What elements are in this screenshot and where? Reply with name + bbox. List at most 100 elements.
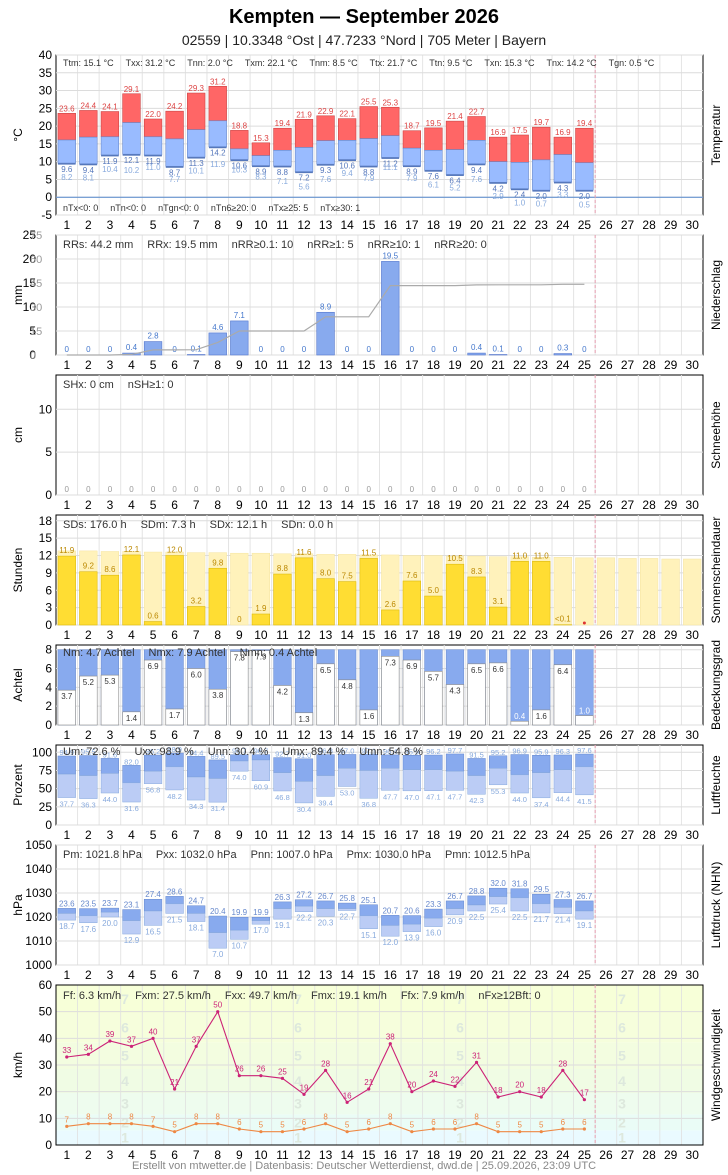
luftdruck-x-tick-label: 2	[85, 968, 92, 982]
temperatur-tmax-bar	[251, 142, 271, 156]
luftdruck-min-label: 12.0	[382, 938, 398, 947]
niederschlag-value-label: 0	[431, 345, 436, 354]
temperatur-tmax-label: 21.4	[447, 112, 463, 121]
luftfeuchte-upper-bar	[553, 754, 572, 770]
wind-gust-label: 22	[451, 1075, 460, 1084]
sonnenschein-x-tick-label: 5	[150, 628, 157, 642]
temperatur-tmin-mark	[467, 163, 486, 166]
luftdruck-lower-bar	[553, 907, 572, 914]
bedeckung-clear-bar	[488, 662, 508, 726]
sonnenschein-x-tick-label: 26	[599, 628, 613, 642]
luftfeuchte-max-label: 97.1	[361, 746, 376, 755]
luftfeuchte-lower-bar	[187, 776, 206, 801]
bedeckung-clear-bar	[57, 689, 76, 726]
schneehoehe-value-label: 0	[108, 485, 113, 494]
temperatur-stat-label: Txn: 15.3 °C	[484, 58, 535, 68]
luftfeuchte-stat-label: Umx: 89.4 %	[282, 746, 345, 758]
luftdruck-max-label: 26.7	[577, 892, 593, 901]
temperatur-tground-label: 9.4	[342, 169, 354, 178]
luftdruck-max-label: 28.6	[167, 887, 183, 896]
luftdruck-upper-bar	[553, 899, 572, 908]
sonnenschein-x-tick-label: 2	[85, 628, 92, 642]
luftfeuchte-min-label: 60.9	[254, 783, 269, 792]
luftfeuchte-x-tick-label: 25	[578, 828, 592, 842]
luftfeuchte-x-tick-label: 30	[686, 828, 700, 842]
luftdruck-min-label: 20.0	[102, 919, 118, 928]
bedeckung-x-tick-label: 2	[85, 728, 92, 742]
schneehoehe-value-label: 0	[431, 485, 436, 494]
luftfeuchte-upper-bar	[467, 758, 486, 776]
wind-gust-label: 33	[62, 1046, 71, 1055]
temperatur-tmin-label: 9.3	[320, 166, 332, 175]
wind-mean-label: 6	[431, 1118, 436, 1127]
luftfeuchte-upper-bar	[424, 754, 443, 770]
luftfeuchte-max-label: 96.2	[426, 747, 441, 756]
luftfeuchte-max-label: 97.7	[448, 746, 463, 755]
sonnenschein-x-tick-label: 20	[470, 628, 484, 642]
bedeckung-clear-bar	[79, 675, 98, 726]
wind-mean-label: 6	[453, 1118, 458, 1127]
luftdruck-lower-bar	[381, 925, 400, 937]
luftfeuchte-min-label: 74.0	[232, 773, 247, 782]
niederschlag-y-tick-label: 5	[29, 324, 36, 338]
wind-gust-point	[86, 1052, 90, 1056]
luftdruck-max-label: 27.2	[296, 891, 312, 900]
temperatur-tground-label: 10.2	[124, 166, 140, 175]
luftfeuchte-max-label: 95.9	[534, 747, 549, 756]
luftdruck-max-label: 26.7	[447, 892, 463, 901]
temperatur-stat-label: Ttn: 9.5 °C	[429, 58, 473, 68]
luftfeuchte-lower-bar	[381, 768, 400, 791]
temperatur-tmin-mark	[79, 163, 98, 166]
temperatur-stat-label: nTx≥25: 5	[268, 203, 308, 213]
luftdruck-min-label: 22.5	[512, 913, 528, 922]
temperatur-tmin-bar	[122, 122, 141, 155]
wind-gust-label: 40	[149, 1027, 158, 1036]
niederschlag-value-label: 0.4	[126, 343, 138, 352]
temperatur-tground-label: 5.6	[298, 182, 310, 191]
luftdruck-min-label: 22.7	[339, 913, 355, 922]
sonnenschein-x-tick-label: 22	[513, 628, 527, 642]
niederschlag-value-label: 0	[259, 345, 264, 354]
temperatur-stat-label: Txm: 22.1 °C	[245, 58, 298, 68]
luftfeuchte-upper-bar	[510, 754, 529, 776]
temperatur-tmax-label: 25.5	[361, 98, 377, 107]
wind-gust-label: 37	[127, 1035, 136, 1044]
luftfeuchte-stat-label: Unn: 30.4 %	[208, 746, 269, 758]
bedeckung-clear-bar	[575, 715, 594, 726]
wind-x-tick-label: 7	[193, 1148, 200, 1162]
wind-gust-label: 18	[537, 1086, 546, 1095]
luftfeuchte-x-tick-label: 10	[254, 828, 268, 842]
wind-gust-point	[302, 1092, 306, 1096]
temperatur-tmax-label: 24.1	[102, 103, 118, 112]
luftdruck-lower-bar	[100, 911, 120, 918]
luftfeuchte-x-tick-label: 23	[535, 828, 549, 842]
temperatur-tmax-bar	[165, 110, 184, 140]
wind-beaufort-label: 4	[294, 1073, 302, 1089]
temperatur-x-tick-label: 11	[276, 218, 289, 232]
temperatur-tmin-label: 9.4	[471, 166, 483, 175]
wind-x-tick-label: 10	[254, 1148, 268, 1162]
schneehoehe-side-label: Schneehöhe	[709, 401, 723, 469]
wind-mean-label: 6	[582, 1118, 587, 1127]
sonnenschein-bar	[467, 576, 486, 626]
luftdruck-lower-bar	[187, 913, 206, 922]
temperatur-tmin-label: 2.0	[579, 192, 591, 201]
temperatur-tmax-label: 25.3	[382, 98, 398, 107]
wind-beaufort-label: 2	[294, 1114, 302, 1130]
sonnenschein-x-tick-label: 18	[427, 628, 441, 642]
luftfeuchte-max-label: 91.5	[469, 750, 484, 759]
wind-x-tick-label: 12	[297, 1148, 311, 1162]
wind-gust-point	[280, 1076, 285, 1080]
bedeckung-x-tick-label: 14	[340, 728, 354, 742]
bedeckung-y-tick-label: 2	[45, 699, 52, 713]
bedeckung-x-tick-label: 7	[193, 728, 200, 742]
luftfeuchte-min-label: 36.3	[81, 801, 96, 810]
niederschlag-x-tick-label: 22	[513, 358, 527, 372]
bedeckung-value-label: 7.3	[385, 658, 397, 667]
niederschlag-y-cum-tick-label: 30	[30, 302, 42, 314]
bedeckung-clear-bar	[294, 712, 314, 726]
niederschlag-x-tick-label: 14	[340, 358, 354, 372]
luftfeuchte-stat-label: Um: 72.6 %	[63, 746, 121, 758]
temperatur-x-tick-label: 13	[319, 218, 333, 232]
luftfeuchte-lower-bar	[467, 775, 486, 795]
